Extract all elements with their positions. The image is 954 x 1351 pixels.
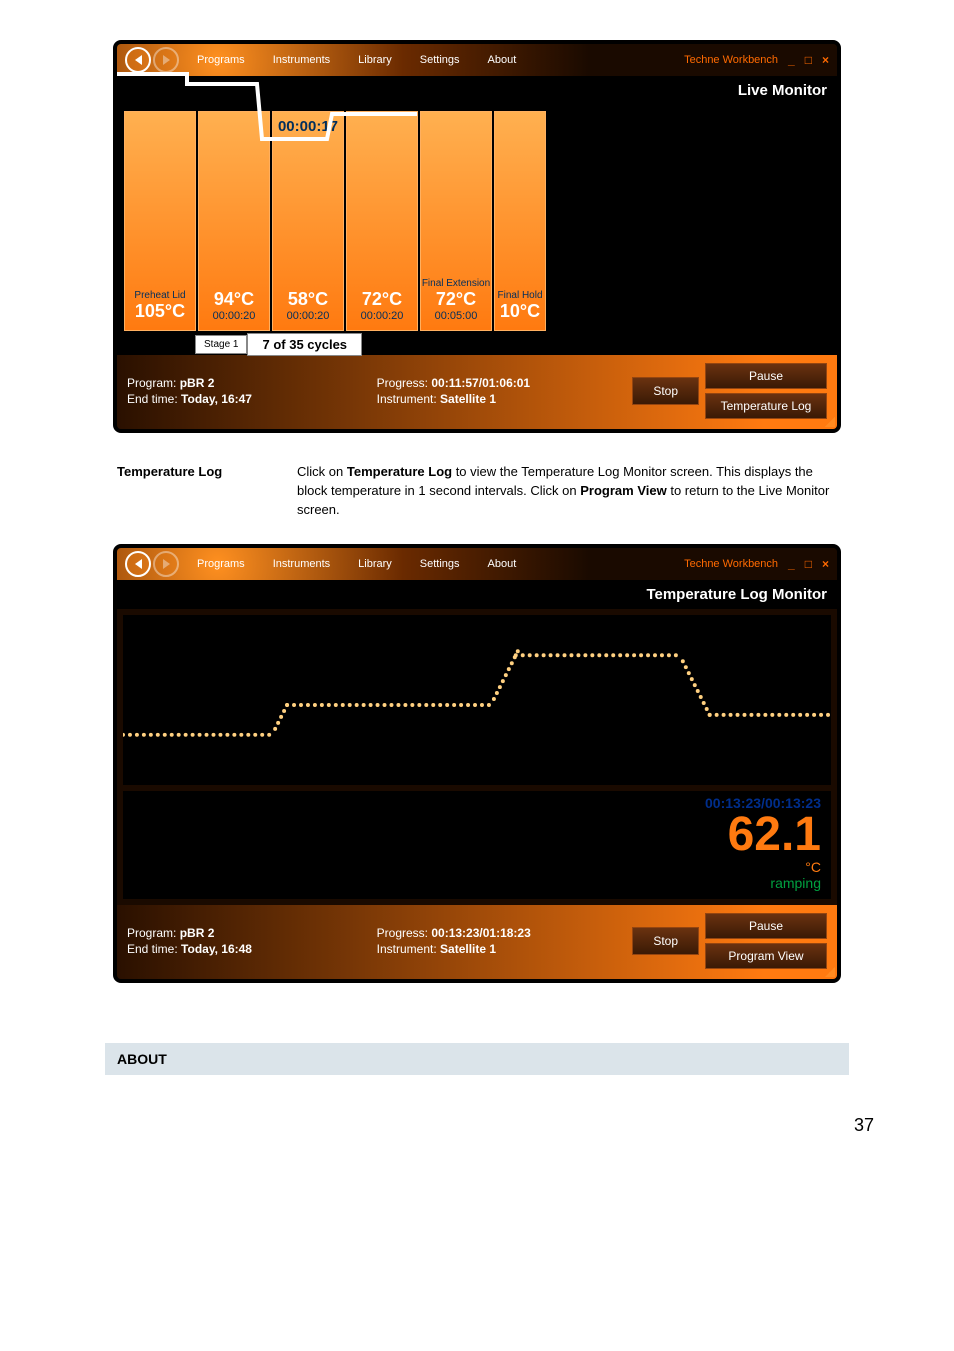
nav-arrows xyxy=(125,551,179,577)
brand-label: Techne Workbench xyxy=(684,54,778,66)
forward-button[interactable] xyxy=(153,551,179,577)
menu-item-library[interactable]: Library xyxy=(358,54,392,66)
stage-2: 00:00:1758°C00:00:20 xyxy=(272,111,344,331)
instrument-name: Satellite 1 xyxy=(440,392,496,406)
menu-item-about[interactable]: About xyxy=(488,558,517,570)
readout-panel: 00:13:23/00:13:23 62.1 °C ramping xyxy=(123,791,831,899)
back-arrow-icon xyxy=(135,559,142,569)
progress-value: 00:11:57/01:06:01 xyxy=(431,376,530,390)
minimize-icon[interactable]: _ xyxy=(788,557,795,571)
forward-arrow-icon xyxy=(163,559,170,569)
readout-unit: °C xyxy=(133,859,821,875)
minimize-icon[interactable]: _ xyxy=(788,53,795,67)
cycle-count-label: 7 of 35 cycles xyxy=(247,333,362,356)
window-controls: _ □ × xyxy=(788,53,829,67)
back-button[interactable] xyxy=(125,551,151,577)
instrument-name: Satellite 1 xyxy=(440,942,496,956)
program-name: pBR 2 xyxy=(180,926,215,940)
menu-item-instruments[interactable]: Instruments xyxy=(273,558,330,570)
brand-label: Techne Workbench xyxy=(684,558,778,570)
topbar: ProgramsInstrumentsLibrarySettingsAbout … xyxy=(117,548,837,580)
menu-item-settings[interactable]: Settings xyxy=(420,558,460,570)
cycle-bar: Stage 1 7 of 35 cycles xyxy=(123,333,831,355)
topbar: ProgramsInstrumentsLibrarySettingsAbout … xyxy=(117,44,837,76)
forward-arrow-icon xyxy=(163,55,170,65)
pause-button[interactable]: Pause xyxy=(705,363,827,389)
readout-state: ramping xyxy=(133,875,821,891)
stage-5: Final Hold10°C xyxy=(494,111,546,331)
temp-log-screenshot: ProgramsInstrumentsLibrarySettingsAbout … xyxy=(113,544,841,983)
stop-button[interactable]: Stop xyxy=(632,377,699,405)
stage-1: 94°C00:00:20 xyxy=(198,111,270,331)
stage-area: Preheat Lid105°C94°C00:00:2000:00:1758°C… xyxy=(117,105,837,355)
banner-title: Temperature Log Monitor xyxy=(117,580,837,609)
forward-button[interactable] xyxy=(153,47,179,73)
stage-4: Final Extension72°C00:05:00 xyxy=(420,111,492,331)
cycle-stage-label: Stage 1 xyxy=(195,335,247,354)
stop-button[interactable]: Stop xyxy=(632,927,699,955)
elapsed-timer: 00:00:17 xyxy=(273,118,343,135)
stage-strip: Preheat Lid105°C94°C00:00:2000:00:1758°C… xyxy=(123,111,831,331)
window-controls: _ □ × xyxy=(788,557,829,571)
menu-bar: Programs Instruments Library Settings About xyxy=(197,54,516,66)
readout-temp: 62.1 xyxy=(133,811,821,859)
back-arrow-icon xyxy=(135,55,142,65)
back-button[interactable] xyxy=(125,47,151,73)
description-row: Temperature Log Click on Temperature Log… xyxy=(117,463,837,520)
progress-value: 00:13:23/01:18:23 xyxy=(431,926,530,940)
pause-button[interactable]: Pause xyxy=(705,913,827,939)
temperature-log-button[interactable]: Temperature Log xyxy=(705,393,827,419)
stage-0: Preheat Lid105°C xyxy=(124,111,196,331)
banner-title: Live Monitor xyxy=(117,76,837,105)
program-view-button[interactable]: Program View xyxy=(705,943,827,969)
description-label: Temperature Log xyxy=(117,463,267,520)
about-heading: ABOUT xyxy=(105,1043,849,1075)
menu-item-about[interactable]: About xyxy=(488,54,517,66)
menu-bar: Programs Instruments Library Settings About xyxy=(197,558,516,570)
menu-item-programs[interactable]: Programs xyxy=(197,558,245,570)
close-icon[interactable]: × xyxy=(822,557,829,571)
maximize-icon[interactable]: □ xyxy=(805,53,812,67)
program-name: pBR 2 xyxy=(180,376,215,390)
stage-3: 72°C00:00:20 xyxy=(346,111,418,331)
menu-item-instruments[interactable]: Instruments xyxy=(273,54,330,66)
readout-time: 00:13:23/00:13:23 xyxy=(133,795,821,811)
close-icon[interactable]: × xyxy=(822,53,829,67)
nav-arrows xyxy=(125,47,179,73)
status-row: Program: pBR 2 End time: Today, 16:47 Pr… xyxy=(117,355,837,429)
menu-item-programs[interactable]: Programs xyxy=(197,54,245,66)
temperature-graph xyxy=(123,615,831,785)
live-monitor-screenshot: ProgramsInstrumentsLibrarySettingsAbout … xyxy=(113,40,841,433)
menu-item-settings[interactable]: Settings xyxy=(420,54,460,66)
page-number: 37 xyxy=(40,1115,874,1136)
status-row: Program: pBR 2 End time: Today, 16:48 Pr… xyxy=(117,905,837,979)
dot-plot xyxy=(123,615,831,785)
end-time: Today, 16:48 xyxy=(181,942,252,956)
description-text: Click on Temperature Log to view the Tem… xyxy=(297,463,837,520)
end-time: Today, 16:47 xyxy=(181,392,252,406)
maximize-icon[interactable]: □ xyxy=(805,557,812,571)
menu-item-library[interactable]: Library xyxy=(358,558,392,570)
